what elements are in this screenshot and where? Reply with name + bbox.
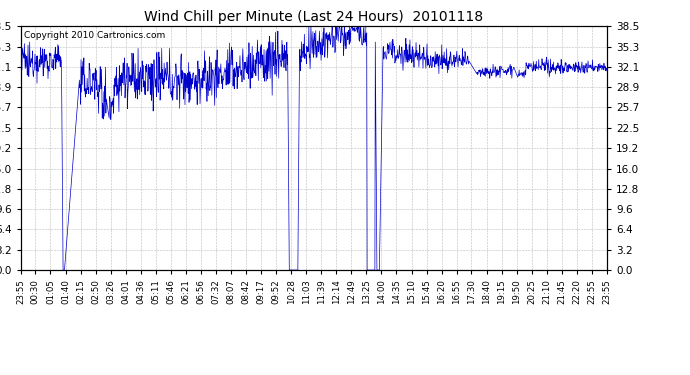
Title: Wind Chill per Minute (Last 24 Hours)  20101118: Wind Chill per Minute (Last 24 Hours) 20… [144,10,484,24]
Text: Copyright 2010 Cartronics.com: Copyright 2010 Cartronics.com [23,31,165,40]
